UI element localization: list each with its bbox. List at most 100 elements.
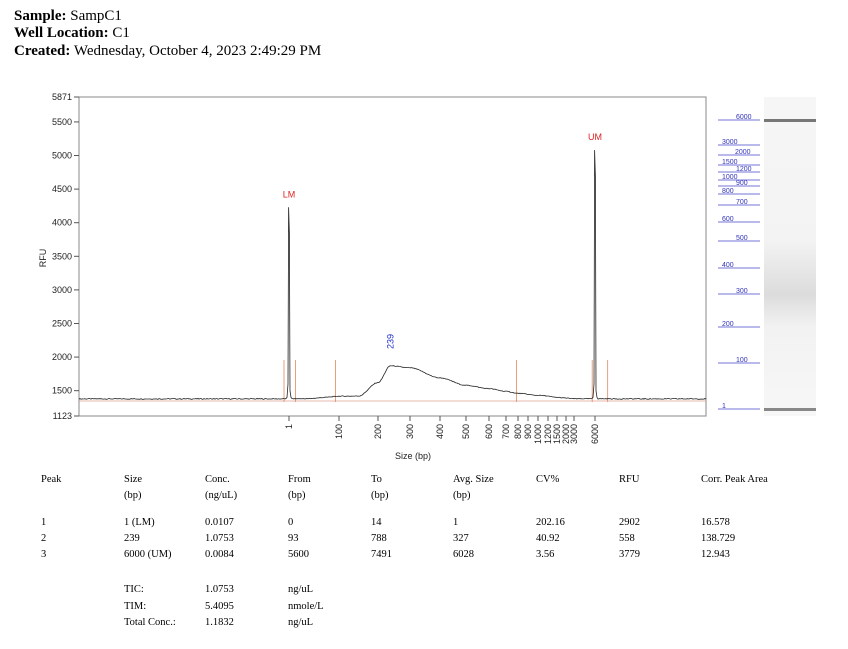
table-cell: 1 (LM) [124,517,155,528]
table-cell: 3 [41,549,47,560]
x-tick-label: 900 [523,424,533,439]
annotation-peak-size: 239 [385,334,395,349]
y-tick-label: 1123 [53,411,72,421]
x-tick-label: 2000 [561,424,571,444]
ladder-label: 100 [736,357,748,364]
column-header: Avg. Size [453,474,494,485]
x-tick-label: 1200 [543,424,553,444]
well-location-label: Well Location: [14,25,109,41]
y-tick-label: 1500 [52,386,72,396]
table-cell: 40.92 [536,533,560,544]
y-tick-label: 3000 [52,285,72,295]
summary-value: 1.1832 [205,617,234,628]
ladder-label: 2000 [735,149,751,156]
ladder-label: 3000 [722,139,738,146]
table-cell: 2902 [619,517,640,528]
summary-unit: nmole/L [288,600,324,612]
ladder-label: 300 [736,288,748,295]
ladder-label: 1 [722,403,726,410]
column-header-unit: (bp) [124,490,142,501]
column-header: Corr. Peak Area [701,474,768,485]
table-cell: 138.729 [701,533,736,544]
x-tick-label: 500 [461,424,471,439]
gel-lane-image [764,97,816,416]
ladder-label: 500 [736,235,748,242]
x-tick-label: 400 [435,424,445,439]
ladder-label: 900 [736,180,748,187]
y-tick-label: 5500 [52,117,72,127]
ladder-label: 200 [722,321,734,328]
table-cell: 12.943 [701,549,730,560]
summary-value: 5.4095 [205,600,234,612]
column-header: CV% [536,474,560,485]
ladder-label: 6000 [736,114,752,121]
y-axis: 1123 1500 2000 2500 3000 3500 4000 4500 5000 5500… [52,92,79,421]
annotation-lm: LM [283,189,296,199]
x-tick-label: 100 [334,424,344,439]
table-cell: 0.0084 [205,549,234,560]
column-header: To [371,474,382,485]
gel-lane-background [764,97,816,416]
table-cell: 239 [124,533,140,544]
column-header: Peak [41,474,62,485]
y-tick-label: 5871 [52,92,72,102]
table-cell: 788 [371,533,387,544]
peak-annotations: LM UM 239 [283,132,602,349]
x-tick-label: 800 [513,424,523,439]
y-tick-label: 5000 [52,151,72,161]
x-tick-label: 1500 [552,424,562,444]
x-axis: 1 100 200 300 400 500 600 700 800 900 1000 1200 1500… [284,416,600,444]
x-tick-label: 3000 [569,424,579,444]
table-cell: 14 [371,517,382,528]
created-line: Created: Wednesday, October 4, 2023 2:49… [14,43,321,60]
column-header-unit: (bp) [453,490,471,501]
table-cell: 1.0753 [205,533,234,544]
ladder-label: 600 [722,216,734,223]
summary-label: TIC: [124,584,144,595]
table-cell: 3.56 [536,549,555,560]
sample-value: SampC1 [70,8,122,24]
series-trace-line [78,150,707,400]
sample-line: Sample: SampC1 [14,8,122,25]
ladder-label: 800 [722,188,734,195]
ladder-label: 400 [722,262,734,269]
electropherogram-chart: 1123150020002500300035004000450050005500… [38,92,816,461]
table-cell: 0 [288,517,294,528]
x-axis-label: Size (bp) [395,451,431,461]
summary-unit: ng/uL [288,617,314,628]
table-cell: 7491 [371,549,392,560]
x-tick-label: 600 [484,424,494,439]
column-header: Conc. [205,474,230,485]
column-header: Size [124,474,143,485]
y-tick-label: 2000 [52,352,72,362]
table-cell: 5600 [288,549,309,560]
y-tick-label: 4500 [52,184,72,194]
table-cell: 16.578 [701,517,730,528]
ladder-label: 1200 [736,166,752,173]
column-header: From [288,474,311,485]
ladder-label: 700 [736,199,748,206]
table-cell: 1 [453,517,459,528]
sample-label: Sample: [14,8,67,24]
summary-label: TIM: [124,600,147,612]
annotation-um: UM [588,132,602,142]
created-value: Wednesday, October 4, 2023 2:49:29 PM [73,43,322,59]
table-cell: 1 [41,517,47,528]
summary-value: 1.0753 [205,584,234,595]
x-tick-label: 1000 [533,424,543,444]
column-header: RFU [619,474,640,485]
table-cell: 6000 (UM) [124,549,172,560]
column-header-unit: (ng/uL) [205,490,238,501]
column-header-unit: (bp) [371,490,389,501]
plot-frame [78,96,707,417]
y-axis-label: RFU [38,249,48,268]
x-tick-label: 1 [284,424,294,429]
ladder-label: 1500 [722,159,738,166]
well-location-value: C1 [112,25,130,41]
column-header-unit: (bp) [288,490,306,501]
peak-region-markers [79,360,706,402]
gel-band-lower-marker [764,408,816,411]
table-cell: 327 [453,533,469,544]
ladder-scale: 6000300020001500120010009008007006005004… [718,114,760,410]
table-cell: 93 [288,533,299,544]
